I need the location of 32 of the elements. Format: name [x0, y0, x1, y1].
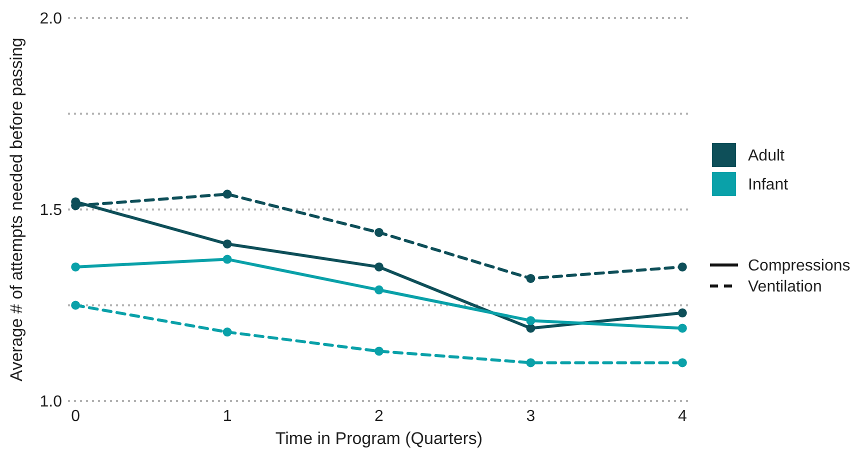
point — [374, 346, 384, 356]
y-axis-title: Average # of attempts needed before passing — [7, 38, 26, 382]
x-tick-label: 0 — [71, 408, 80, 425]
text: Compressions — [748, 258, 850, 275]
x-tick-label: 1 — [222, 408, 232, 425]
y-tick-label: 1.0 — [40, 394, 62, 411]
point — [374, 285, 384, 294]
text: Ventilation — [748, 278, 822, 296]
point — [678, 308, 687, 318]
x-tick-label: 3 — [526, 408, 536, 425]
point — [71, 262, 80, 272]
point — [526, 316, 536, 326]
x-axis-title: Time in Program (Quarters) — [275, 429, 483, 448]
x-tick-label: 2 — [374, 408, 384, 425]
point — [526, 324, 536, 333]
point — [526, 274, 536, 283]
point — [374, 228, 384, 237]
point — [222, 190, 232, 199]
point — [678, 358, 687, 368]
point — [526, 358, 536, 368]
legend-label: Adult — [748, 148, 786, 165]
point — [222, 328, 232, 337]
y-tick-label: 2.0 — [40, 10, 62, 28]
point — [678, 262, 687, 272]
point — [678, 324, 687, 333]
legend-label: Infant — [748, 176, 789, 194]
x-tick-label: 4 — [678, 408, 687, 425]
point — [374, 262, 384, 272]
point — [222, 254, 232, 264]
point — [71, 300, 80, 310]
y-tick-label: 1.5 — [40, 202, 62, 220]
point — [222, 239, 232, 248]
